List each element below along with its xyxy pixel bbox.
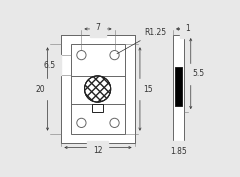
Bar: [61, 35, 135, 46]
Text: 15: 15: [143, 84, 152, 93]
Circle shape: [77, 50, 86, 60]
Text: 20: 20: [35, 84, 45, 93]
Text: 7: 7: [95, 23, 100, 32]
Circle shape: [110, 50, 119, 60]
Bar: [92, 104, 103, 112]
Text: 5.5: 5.5: [192, 69, 204, 78]
Text: R1.25: R1.25: [117, 27, 167, 54]
Bar: [173, 35, 184, 143]
Bar: [61, 35, 135, 143]
Bar: [175, 67, 181, 106]
Text: 12: 12: [93, 146, 102, 155]
Circle shape: [77, 118, 86, 127]
Text: 6.5: 6.5: [43, 61, 55, 70]
Bar: [71, 44, 125, 134]
Circle shape: [110, 118, 119, 127]
Bar: [61, 35, 135, 143]
Text: 1: 1: [185, 24, 190, 33]
Text: 1.85: 1.85: [170, 147, 187, 156]
Circle shape: [84, 76, 111, 102]
